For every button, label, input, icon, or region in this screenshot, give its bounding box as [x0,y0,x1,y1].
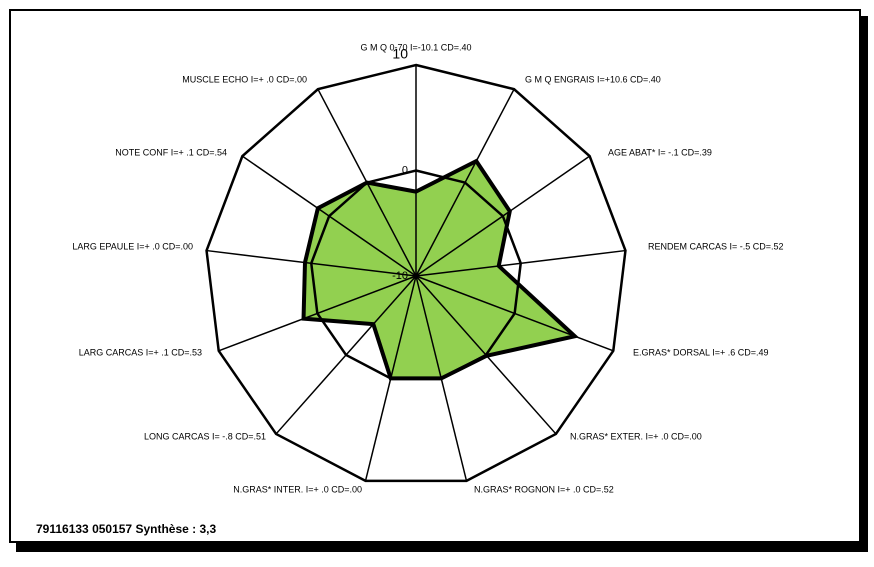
ring [309,169,523,380]
spoke [415,88,515,277]
axis-label: MUSCLE ECHO I=+ .0 CD=.00 [182,74,307,84]
footer: 79116133 050157 Synthèse : 3,3 [36,522,216,536]
spoke [317,88,417,277]
axis-label: G M Q ENGRAIS I=+10.6 CD=.40 [525,74,661,84]
spoke [241,155,417,277]
spoke [415,275,468,482]
spoke [206,249,417,277]
axis-label: NOTE CONF I=+ .1 CD=.54 [115,147,227,157]
spoke [415,275,557,435]
axis-label: E.GRAS* DORSAL I=+ .6 CD=.49 [633,347,768,357]
axis-label: AGE ABAT* I= -.1 CD=.39 [608,147,712,157]
spoke [275,275,417,435]
spoke [364,275,417,482]
spoke [218,275,417,352]
axis-label: N.GRAS* EXTER. I=+ .0 CD=.00 [570,431,702,441]
tick-label: 10 [392,46,408,62]
spoke [415,275,614,352]
ring [205,63,627,483]
axis-label: LARG EPAULE I=+ .0 CD=.00 [72,241,193,251]
axis-label: RENDEM CARCAS I= -.5 CD=.52 [648,241,784,251]
axis-label: LARG CARCAS I=+ .1 CD=.53 [79,347,202,357]
axis-label: N.GRAS* INTER. I=+ .0 CD=.00 [233,484,362,494]
axis-label: LONG CARCAS I= -.8 CD=.51 [144,431,266,441]
axis-label: N.GRAS* ROGNON I=+ .0 CD=.52 [474,484,614,494]
spoke [415,155,591,277]
spoke [415,249,626,277]
axis-label: G M Q 0-70 I=-10.1 CD=.40 [360,42,471,52]
tick-label: 0 [402,164,408,176]
